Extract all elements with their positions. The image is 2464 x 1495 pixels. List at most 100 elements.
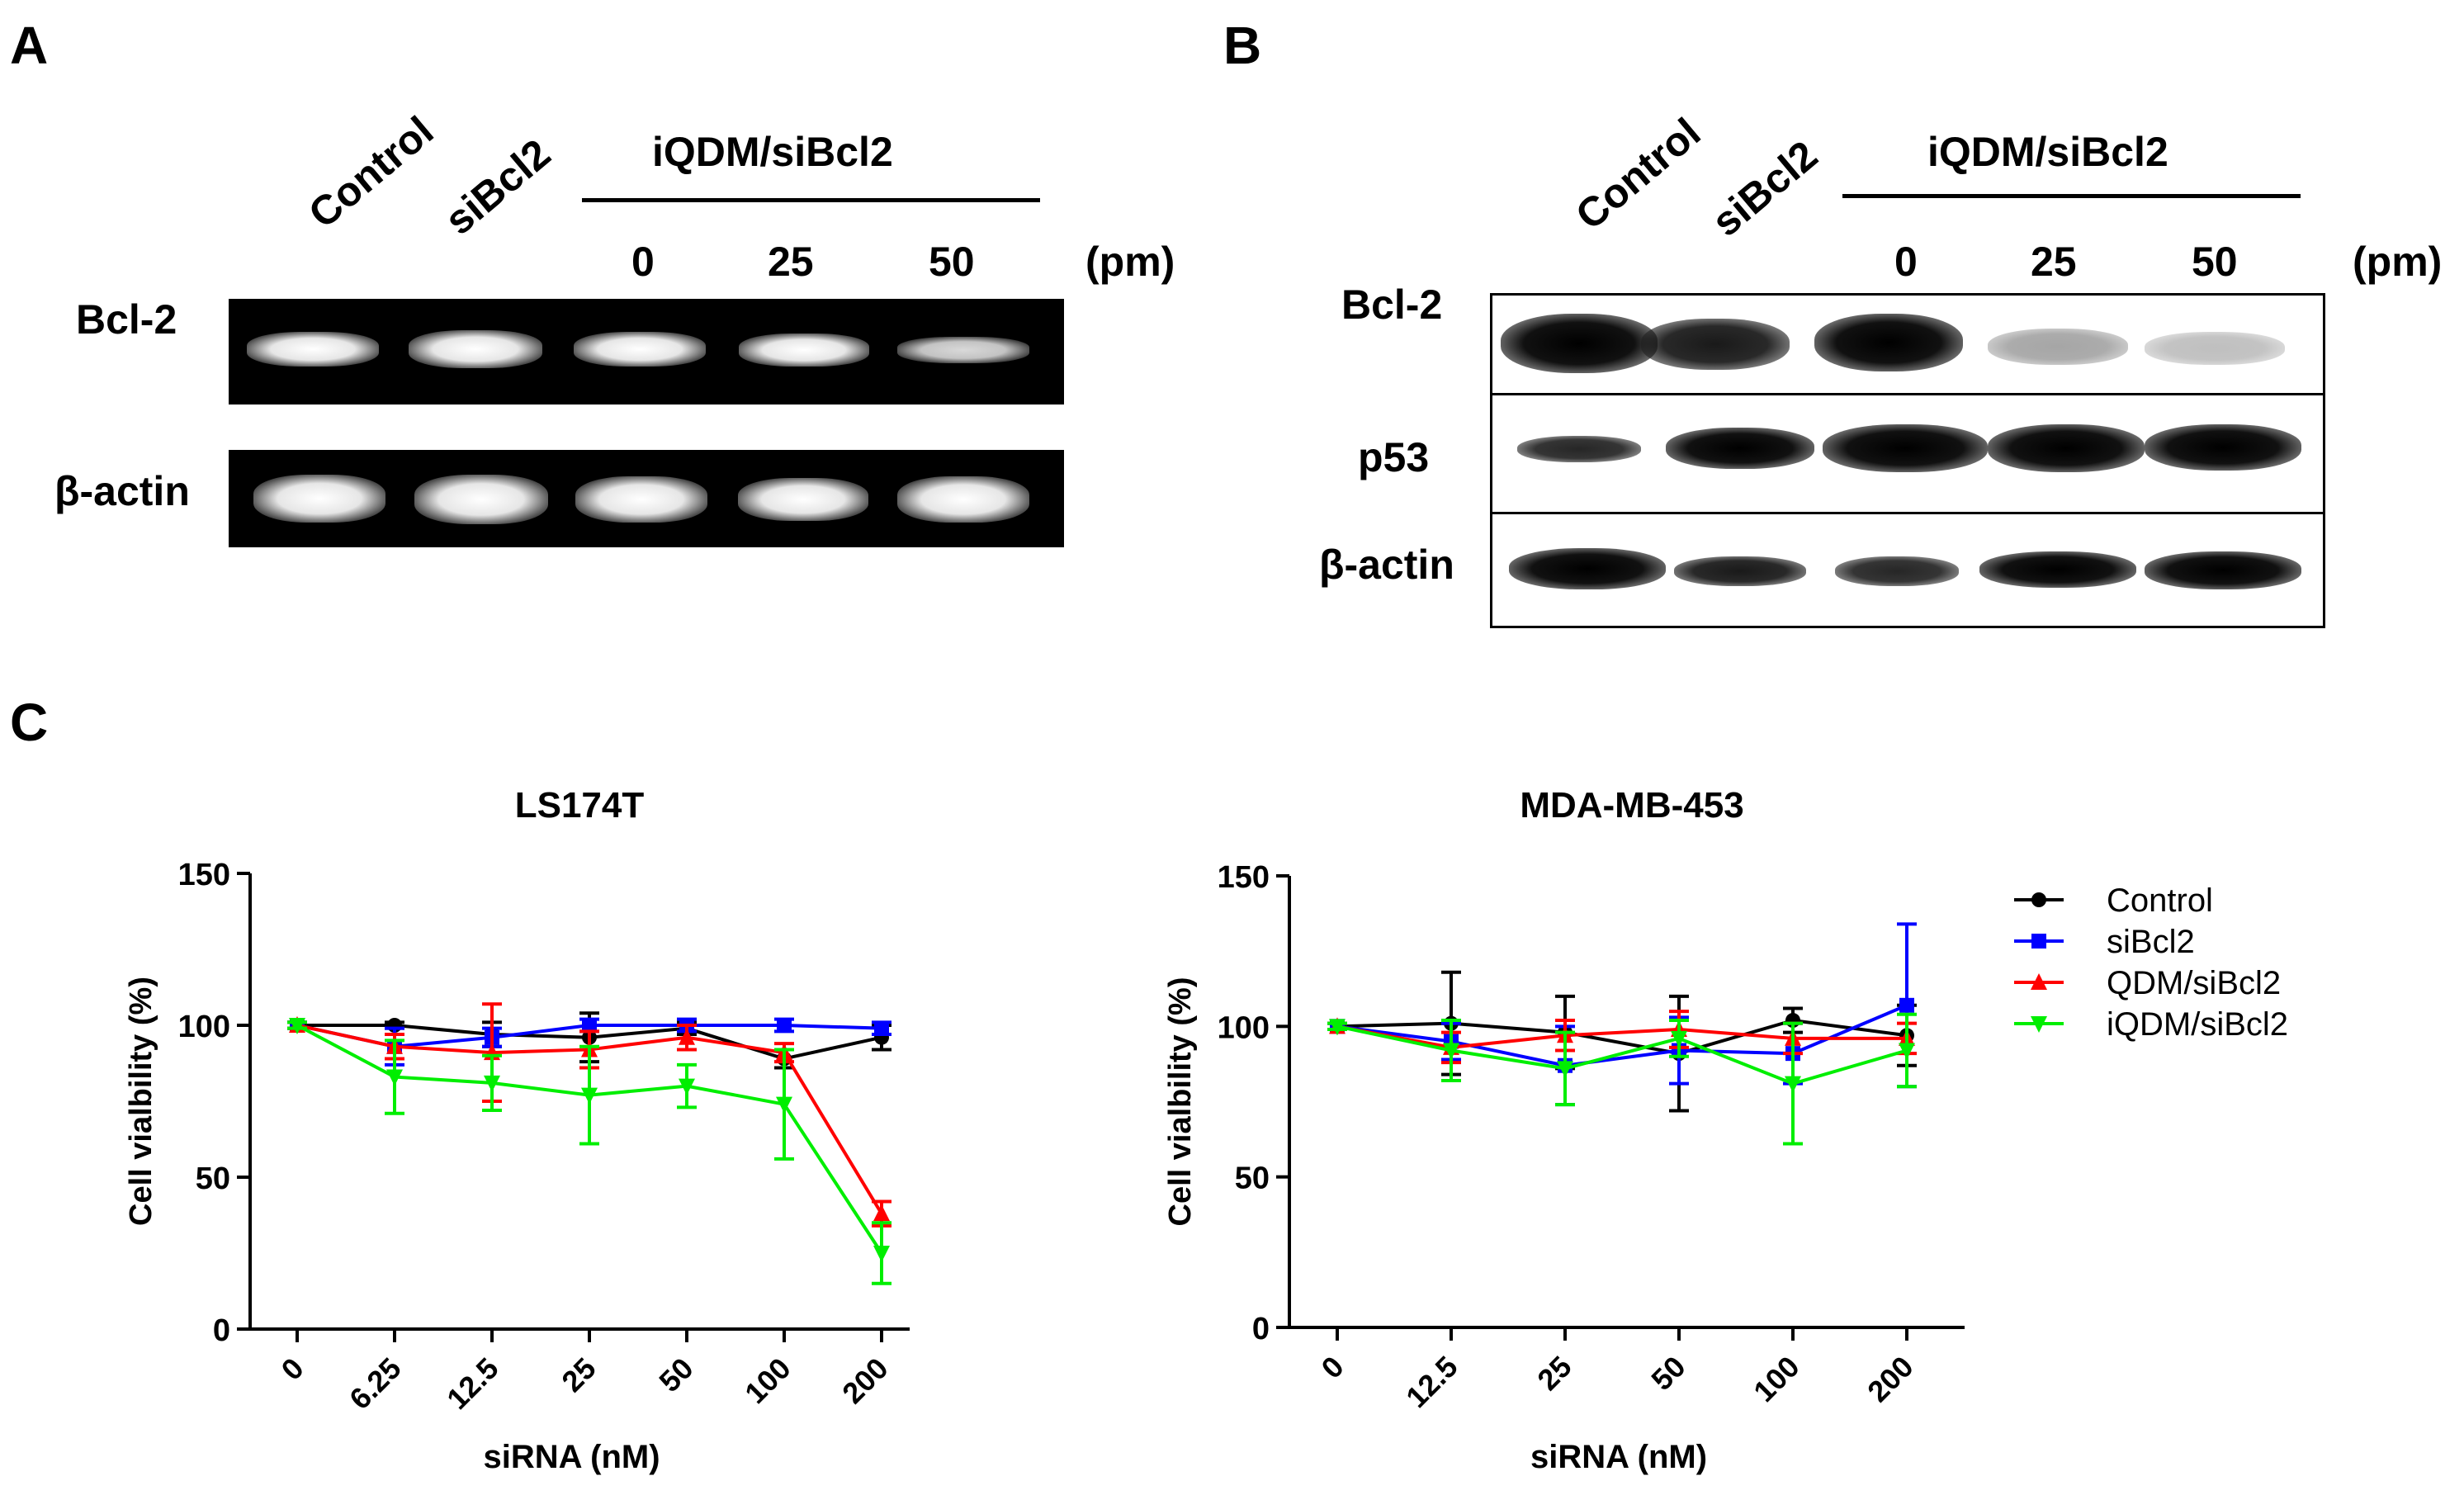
series-line-control <box>1336 1019 1908 1056</box>
x-tick-label: 100 <box>738 1351 797 1410</box>
gel-band <box>897 476 1029 523</box>
x-tick-label: 0 <box>275 1351 310 1387</box>
panel-a-group-label: iQDM/siBcl2 <box>652 129 893 175</box>
panel-b-group-label: iQDM/siBcl2 <box>1927 129 2168 175</box>
wb-band <box>1641 319 1790 370</box>
legend-marker <box>2031 892 2046 907</box>
panel-a-row-actin: β-actin <box>54 468 190 514</box>
data-point <box>1329 1019 1346 1036</box>
wb-band <box>1666 428 1814 469</box>
gel-band <box>409 330 542 368</box>
y-axis-label: Cell vialbility (%) <box>124 977 158 1226</box>
data-point <box>1671 1030 1687 1048</box>
gel-band <box>897 337 1029 363</box>
panel-a-letter: A <box>10 16 49 75</box>
legend-label: iQDM/siBcl2 <box>2107 1006 2288 1043</box>
series-line-iqdm-sibcl2 <box>1336 1024 1908 1086</box>
data-point <box>1899 1043 1915 1060</box>
chart-title: MDA-MB-453 <box>1520 785 1743 826</box>
legend-label: siBcl2 <box>2107 924 2195 960</box>
x-tick-label: 25 <box>1530 1350 1577 1397</box>
x-axis-label: siRNA (nM) <box>1530 1439 1707 1475</box>
wb-band <box>1814 314 1963 371</box>
data-point <box>679 1028 695 1045</box>
wb-band <box>1674 556 1806 586</box>
panel-a-conc-25: 25 <box>768 239 814 285</box>
data-point <box>777 1018 792 1033</box>
data-point <box>1785 1076 1801 1093</box>
y-tick-label: 50 <box>1235 1161 1270 1196</box>
gel-band <box>575 476 707 523</box>
data-point <box>484 1075 500 1092</box>
panel-b-group-bracket <box>1842 194 2301 198</box>
panel-b-conc-50: 50 <box>2192 239 2238 285</box>
wb-band <box>2145 332 2285 365</box>
data-point <box>1443 1043 1459 1060</box>
panel-c-letter: C <box>10 693 49 752</box>
wb-band <box>1823 424 1988 472</box>
blot-divider <box>1492 393 2323 395</box>
legend-label: Control <box>2107 882 2213 919</box>
x-tick-label: 0 <box>1315 1350 1350 1385</box>
y-tick-label: 0 <box>213 1313 230 1348</box>
wb-band <box>1517 436 1641 462</box>
chart-title: LS174T <box>515 785 645 826</box>
x-tick-label: 6.25 <box>343 1351 408 1417</box>
gel-band <box>414 475 548 524</box>
panel-b-row-actin: β-actin <box>1319 542 1454 588</box>
x-tick-label: 50 <box>652 1351 699 1398</box>
wb-band <box>1988 424 2145 472</box>
data-point <box>679 1078 695 1095</box>
data-point <box>873 1246 890 1262</box>
wb-band <box>1979 551 2136 588</box>
x-tick-label: 12.5 <box>1399 1350 1464 1415</box>
data-point <box>289 1018 305 1034</box>
wb-band <box>1835 556 1959 586</box>
data-point <box>1557 1061 1573 1078</box>
gel-band <box>253 475 385 523</box>
series-line-qdm-sibcl2 <box>1336 1024 1907 1049</box>
data-point <box>874 1020 889 1036</box>
panel-b-letter: B <box>1223 16 1262 75</box>
panel-a-conc-50: 50 <box>929 239 975 285</box>
y-tick-label: 150 <box>1218 860 1270 895</box>
panel-b-blot <box>1490 293 2325 628</box>
data-point <box>776 1096 792 1114</box>
data-point <box>386 1069 403 1086</box>
panel-a-group-bracket <box>582 198 1040 202</box>
panel-b-conc-0: 0 <box>1894 239 1918 285</box>
panel-b-unit: (pm) <box>2353 239 2443 285</box>
panel-a-gel-actin <box>229 450 1064 547</box>
y-tick-label: 150 <box>178 858 230 892</box>
y-tick-label: 100 <box>178 1010 230 1044</box>
y-tick-label: 50 <box>196 1161 230 1196</box>
gel-band <box>739 334 869 367</box>
gel-band <box>738 478 868 521</box>
wb-band <box>1509 548 1666 589</box>
data-point <box>873 1204 890 1222</box>
data-point <box>1899 997 1914 1013</box>
wb-band <box>1988 329 2128 365</box>
x-tick-label: 200 <box>1861 1350 1919 1408</box>
legend-label: QDM/siBcl2 <box>2107 965 2281 1001</box>
wb-band <box>1501 314 1658 373</box>
x-tick-label: 12.5 <box>440 1351 505 1417</box>
y-tick-label: 0 <box>1252 1312 1270 1346</box>
data-point <box>581 1087 598 1105</box>
legend-marker <box>2031 1016 2047 1033</box>
panel-b-conc-25: 25 <box>2031 239 2077 285</box>
panel-a-gel-bcl2 <box>229 299 1064 405</box>
x-tick-label: 100 <box>1747 1350 1805 1408</box>
wb-band <box>2145 551 2301 589</box>
y-tick-label: 100 <box>1218 1010 1270 1045</box>
x-axis-label: siRNA (nM) <box>483 1439 660 1475</box>
panel-a-row-bcl2: Bcl-2 <box>76 296 177 343</box>
gel-band <box>247 332 379 367</box>
series-line-sibcl2 <box>1336 1003 1908 1067</box>
panel-b-row-p53: p53 <box>1358 434 1430 480</box>
x-tick-label: 25 <box>555 1351 602 1398</box>
panel-a-conc-0: 0 <box>631 239 655 285</box>
legend-marker <box>2031 973 2047 990</box>
x-tick-label: 200 <box>835 1351 894 1410</box>
